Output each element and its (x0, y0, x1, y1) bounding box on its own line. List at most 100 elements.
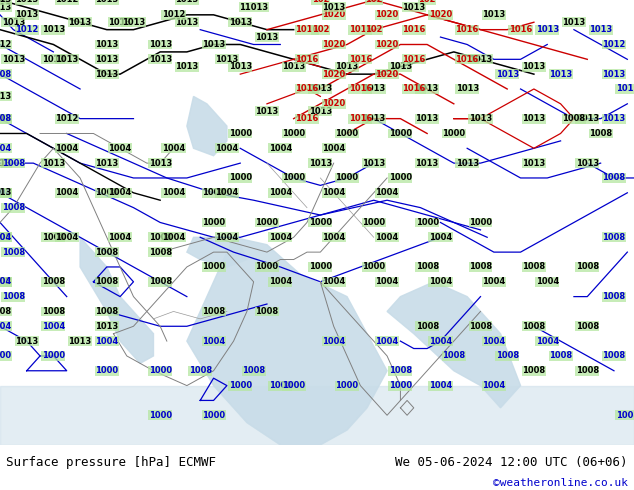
Text: 1000: 1000 (469, 218, 492, 227)
Text: 1004: 1004 (269, 233, 292, 242)
Text: 1013: 1013 (42, 25, 65, 34)
Text: 1008: 1008 (602, 233, 626, 242)
Text: 1004: 1004 (482, 337, 505, 345)
Text: 1008: 1008 (95, 188, 119, 197)
Text: 1004: 1004 (429, 337, 452, 345)
Text: 1004: 1004 (202, 337, 225, 345)
Text: 1013: 1013 (95, 55, 119, 64)
Text: 1012: 1012 (15, 25, 39, 34)
Text: 1013: 1013 (0, 92, 11, 101)
Text: 102: 102 (311, 0, 329, 4)
Text: 1013: 1013 (389, 62, 412, 71)
Text: 1004: 1004 (162, 188, 185, 197)
Text: 1013: 1013 (175, 62, 198, 71)
Text: 1004: 1004 (536, 337, 559, 345)
Text: 1004: 1004 (108, 144, 132, 153)
Text: 1004: 1004 (269, 188, 292, 197)
Text: 1004: 1004 (162, 233, 185, 242)
Text: 1000: 1000 (415, 218, 439, 227)
Text: 1013: 1013 (68, 337, 92, 345)
Text: 1008: 1008 (95, 307, 119, 316)
Text: 1020: 1020 (322, 10, 346, 19)
Text: 1000: 1000 (362, 218, 385, 227)
Text: 1013: 1013 (536, 25, 559, 34)
Text: 1004: 1004 (375, 233, 399, 242)
Text: 1000: 1000 (229, 381, 252, 390)
Text: 1013: 1013 (0, 3, 11, 12)
Text: 1013: 1013 (55, 55, 79, 64)
Text: 1008: 1008 (602, 292, 626, 301)
Text: 1013: 1013 (415, 84, 439, 94)
Text: 1013: 1013 (15, 0, 38, 4)
Text: 1000: 1000 (389, 173, 412, 182)
Text: 1008: 1008 (42, 307, 65, 316)
Text: 1013: 1013 (2, 18, 25, 27)
Text: 1000: 1000 (362, 263, 385, 271)
Text: 1000: 1000 (389, 129, 412, 138)
Text: 1013: 1013 (362, 114, 385, 123)
Text: 1013: 1013 (456, 159, 479, 168)
Text: 1000: 1000 (148, 411, 172, 420)
Text: 1013: 1013 (68, 18, 92, 27)
Text: 1016: 1016 (295, 114, 319, 123)
Text: 1000: 1000 (95, 366, 119, 375)
Text: 1008: 1008 (242, 366, 265, 375)
Text: 1008: 1008 (415, 322, 439, 331)
Text: 1004: 1004 (55, 233, 79, 242)
Text: 1008: 1008 (95, 277, 119, 286)
Polygon shape (0, 386, 634, 445)
Text: 1004: 1004 (375, 188, 399, 197)
Polygon shape (187, 237, 387, 445)
Text: 1013: 1013 (229, 18, 252, 27)
Text: 1008: 1008 (549, 351, 572, 361)
Text: 1004: 1004 (0, 277, 11, 286)
Text: 1004: 1004 (216, 233, 238, 242)
Text: 1013: 1013 (95, 70, 119, 79)
Text: 1013: 1013 (362, 159, 385, 168)
Text: 1008: 1008 (562, 114, 586, 123)
Text: 1008: 1008 (202, 307, 225, 316)
Text: 1000: 1000 (229, 173, 252, 182)
Text: 1000: 1000 (335, 173, 359, 182)
Text: 1008: 1008 (0, 307, 11, 316)
Text: 1004: 1004 (322, 277, 346, 286)
Text: 1013: 1013 (576, 114, 599, 123)
Text: 1004: 1004 (162, 144, 185, 153)
Text: 1013: 1013 (309, 159, 332, 168)
Text: 1016: 1016 (455, 55, 479, 64)
Text: 1004: 1004 (0, 144, 11, 153)
Text: 1016: 1016 (402, 84, 425, 94)
Text: 1008: 1008 (602, 351, 626, 361)
Text: 1008: 1008 (576, 322, 599, 331)
Text: 1013: 1013 (202, 40, 225, 49)
Text: 1008: 1008 (602, 173, 626, 182)
Text: 1008: 1008 (576, 366, 599, 375)
Text: 1013: 1013 (482, 10, 505, 19)
Text: 1004: 1004 (375, 337, 399, 345)
Text: 1020: 1020 (375, 10, 399, 19)
Text: 1013: 1013 (95, 159, 119, 168)
Text: 1020: 1020 (375, 70, 399, 79)
Text: 1013: 1013 (322, 3, 346, 12)
Text: 1000: 1000 (335, 381, 359, 390)
Text: ©weatheronline.co.uk: ©weatheronline.co.uk (493, 478, 628, 488)
Text: 1008: 1008 (522, 263, 545, 271)
Text: 1013: 1013 (2, 55, 25, 64)
Text: 1016: 1016 (295, 25, 319, 34)
Text: 1004: 1004 (0, 188, 11, 197)
Text: 1008: 1008 (576, 263, 599, 271)
Text: 1020: 1020 (322, 70, 346, 79)
Text: 1000: 1000 (309, 263, 332, 271)
Text: 1013: 1013 (549, 70, 573, 79)
Text: 1013: 1013 (522, 62, 545, 71)
Text: 1008: 1008 (522, 366, 545, 375)
Text: 1000: 1000 (0, 351, 11, 361)
Text: 1000: 1000 (202, 411, 225, 420)
Text: 1013: 1013 (108, 18, 132, 27)
Text: 1013: 1013 (15, 10, 38, 19)
Polygon shape (80, 237, 153, 364)
Text: 1013: 1013 (415, 159, 439, 168)
Text: 1016: 1016 (509, 25, 532, 34)
Text: 1000: 1000 (256, 263, 278, 271)
Text: 1000: 1000 (282, 129, 305, 138)
